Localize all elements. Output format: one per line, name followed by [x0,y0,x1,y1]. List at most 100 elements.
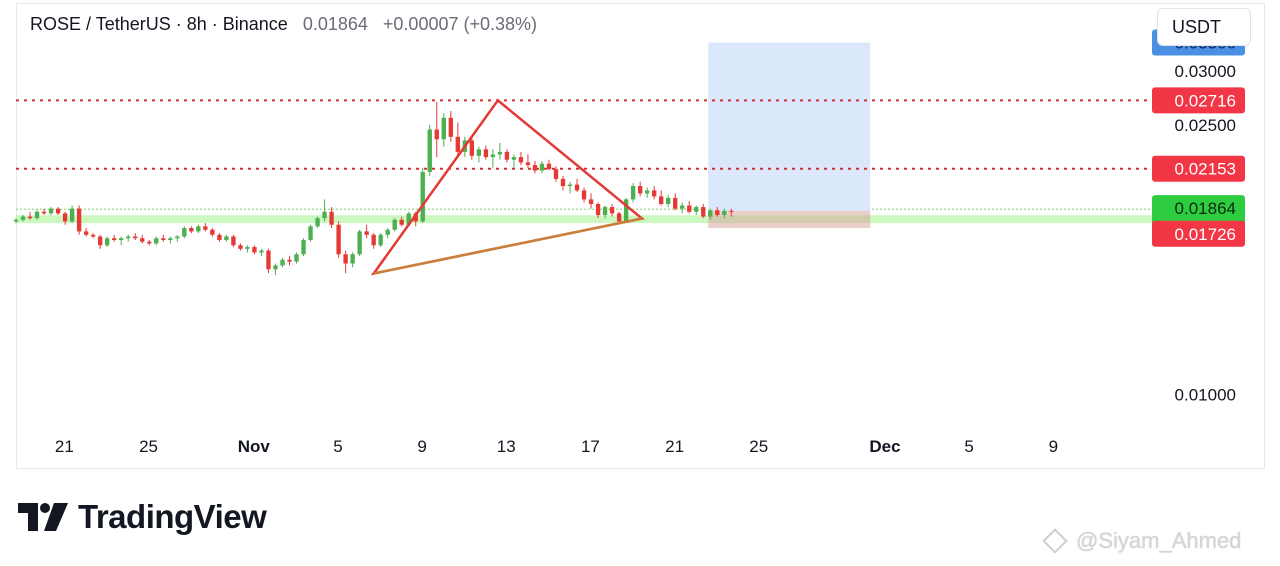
candle-body [13,219,19,222]
candle [385,228,390,239]
price-label-bg [1152,155,1245,182]
candle [287,256,292,266]
candle [490,149,496,168]
candle-body [525,162,531,166]
candle-body [448,117,453,137]
candle-body [406,213,411,225]
candle [315,216,320,229]
candle-body [581,190,587,200]
candle-body [69,208,75,222]
candle [90,233,96,239]
candle-body [574,184,580,191]
candle [644,187,650,198]
price-axis[interactable]: 0.030000.025000.010000.033060.027160.021… [1152,29,1245,405]
candle [238,243,243,251]
watermark-text: @Siyam_Ahmed [1076,528,1242,553]
candle [567,181,573,194]
candle-body [203,226,208,230]
price-label-red: 0.01726 [1152,220,1245,247]
candle [392,218,397,232]
triangle-support-line [373,217,643,275]
candle [560,176,566,191]
candle [441,113,446,147]
candle-body [259,250,264,253]
candle-body [112,238,117,240]
time-axis[interactable]: 21 25 Nov 5 9 13 17 21 25 Dec 5 9 [55,437,1058,456]
candle-body [20,216,26,220]
candle [34,210,40,220]
candle [595,202,601,219]
candle-body [469,140,475,156]
candle-body [701,207,706,217]
candle [588,193,594,209]
candle [217,233,222,242]
candle [364,224,369,239]
candle [497,142,503,160]
candle-body [154,238,159,244]
candle [532,161,538,174]
candle [308,224,313,242]
candle [504,149,510,163]
candle [119,236,124,246]
symbol-title[interactable]: ROSE / TetherUS · 8h · Binance [30,14,288,34]
candle-body [287,259,292,262]
candle-body [196,226,201,232]
candle-body [97,236,103,246]
candle-body [413,213,418,222]
candle-body [490,154,496,158]
candle [203,223,208,232]
candle-body [280,259,285,266]
candle [701,203,706,219]
candle [525,154,531,168]
candle [189,226,194,234]
candle-body [294,254,299,262]
candle [97,234,103,249]
candle [154,236,159,246]
candle [252,245,257,255]
candle-body [224,236,229,240]
time-tick-label: Dec [869,437,900,456]
candle-body [729,210,734,212]
candle-body [427,129,432,172]
candle [104,236,110,248]
candle [581,187,587,203]
candle-body [420,171,425,222]
price-tick-label: 0.03000 [1175,62,1236,81]
candle [694,205,699,215]
candle [666,194,671,208]
candle [659,190,664,206]
candle [175,234,180,242]
candle [280,257,285,268]
candle-body [630,186,636,200]
candle-body [364,231,369,235]
price-chart[interactable]: 0.030000.025000.010000.033060.027160.021… [0,0,1280,470]
candle-body [161,238,166,240]
candle-body [434,129,439,140]
time-tick-label: 25 [139,437,158,456]
time-tick-label: 5 [964,437,973,456]
candle-body [616,213,622,222]
candle-body [715,210,720,215]
candle-body [210,229,215,235]
candle-body [329,211,334,225]
candle [41,208,47,215]
candle-body [189,228,194,232]
candle [20,214,26,222]
candle [715,207,720,217]
candle [708,208,713,220]
symbol-header: ROSE / TetherUS · 8h · Binance 0.01864 +… [30,14,537,35]
candle-body [245,247,250,249]
candle [259,248,264,257]
candle-body [708,210,713,217]
candle-body [511,157,517,160]
time-tick-label: 9 [1049,437,1058,456]
candle [13,218,19,224]
currency-unit-button[interactable]: USDT [1157,8,1251,46]
candle-body [644,190,650,194]
candle-body [308,226,313,240]
candle [434,102,439,158]
candle-body [301,239,306,255]
candle-body [350,254,355,264]
time-tick-label: 21 [55,437,74,456]
tradingview-mark-icon [18,503,68,531]
